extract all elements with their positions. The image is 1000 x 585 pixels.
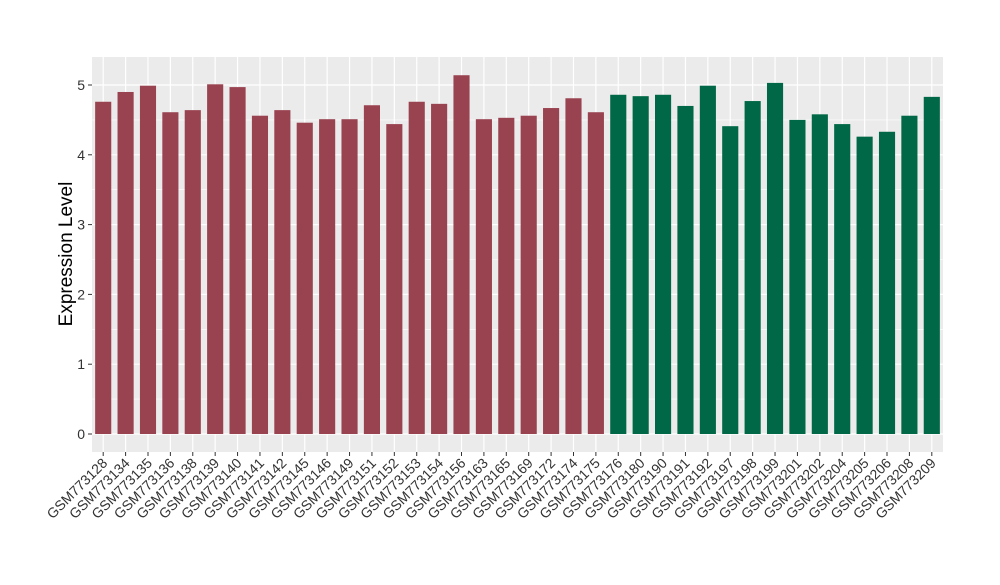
- bar-GSM773175: [587, 112, 604, 435]
- bar-GSM773163: [475, 119, 492, 435]
- bar-GSM773209: [923, 96, 940, 434]
- bar-GSM773136: [162, 112, 179, 435]
- bar-GSM773152: [386, 124, 403, 434]
- bar-GSM773141: [251, 115, 269, 434]
- bar-GSM773192: [699, 85, 716, 434]
- bar-GSM773201: [789, 119, 806, 435]
- bar-GSM773140: [229, 87, 246, 435]
- y-tick-label: 5: [77, 77, 85, 93]
- bar-GSM773151: [363, 105, 380, 434]
- bar-GSM773146: [319, 119, 336, 435]
- bar-GSM773154: [431, 103, 448, 434]
- bar-GSM773135: [139, 85, 157, 434]
- bar-GSM773145: [296, 122, 313, 434]
- bar-GSM773205: [856, 136, 873, 435]
- y-tick-label: 1: [77, 356, 85, 372]
- bar-GSM773156: [453, 75, 470, 434]
- bar-GSM773134: [117, 91, 134, 434]
- bar-GSM773153: [408, 101, 425, 434]
- bar-GSM773128: [95, 101, 112, 434]
- bar-GSM773206: [878, 131, 896, 435]
- y-tick-label: 2: [77, 286, 85, 302]
- bar-GSM773138: [184, 110, 201, 435]
- bar-GSM773190: [655, 94, 672, 434]
- bar-GSM773204: [834, 124, 851, 434]
- y-tick-label: 0: [77, 426, 85, 442]
- bar-GSM773199: [766, 82, 784, 434]
- bar-GSM773165: [498, 117, 515, 434]
- bar-GSM773139: [207, 84, 224, 434]
- bar-GSM773169: [520, 115, 537, 434]
- bar-GSM773197: [722, 126, 739, 434]
- y-axis-label: Expression Level: [56, 182, 77, 327]
- bar-GSM773174: [565, 98, 582, 435]
- y-tick-label: 3: [77, 217, 85, 233]
- bar-GSM773176: [610, 94, 627, 434]
- bar-GSM773180: [632, 96, 649, 434]
- bar-GSM773202: [811, 114, 828, 434]
- bar-GSM773208: [901, 115, 918, 434]
- bar-GSM773142: [274, 110, 291, 435]
- y-tick-label: 4: [77, 147, 85, 163]
- bar-GSM773191: [677, 105, 694, 434]
- bar-GSM773149: [341, 119, 358, 435]
- bar-GSM773172: [543, 108, 560, 434]
- bar-GSM773198: [744, 101, 761, 434]
